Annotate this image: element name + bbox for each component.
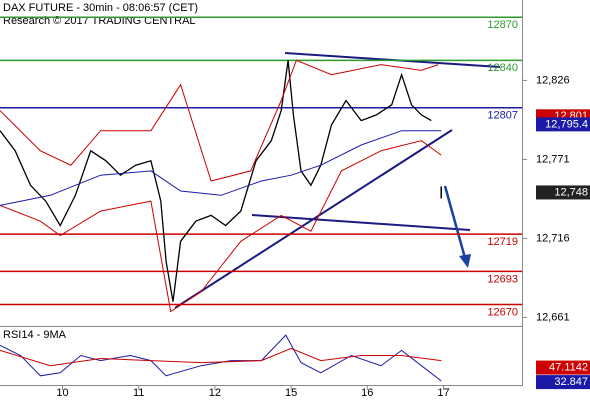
- price-line: [0, 60, 432, 302]
- value-box-label: 12,748: [554, 186, 588, 198]
- indicator-line: [0, 130, 442, 206]
- indicator-line: [0, 140, 442, 313]
- x-tick-label: 16: [361, 387, 373, 399]
- y-tick-label: 12,661: [536, 311, 570, 323]
- value-box-label: 32.847: [554, 376, 588, 388]
- level-label: 12840: [487, 62, 518, 74]
- y-tick-label: 12,716: [536, 232, 570, 244]
- y-tick-label: 12,826: [536, 74, 570, 86]
- level-label: 12870: [487, 19, 518, 31]
- x-tick-label: 11: [133, 387, 144, 399]
- indicator-line: [0, 59, 439, 182]
- x-tick-label: 12: [209, 387, 221, 399]
- level-label: 12807: [487, 110, 518, 122]
- x-tick-label: 15: [285, 387, 297, 399]
- level-label: 12693: [487, 273, 518, 285]
- y-tick-label: 12,771: [536, 153, 570, 165]
- rsi-line: [0, 334, 442, 382]
- forecast-arrow: [443, 185, 467, 259]
- rsi-line: [0, 347, 442, 367]
- rsi-title: RSI14 - 9MA: [3, 329, 67, 341]
- value-box-label: 47.1142: [549, 361, 588, 373]
- value-box-label: 12,795.4: [545, 118, 588, 130]
- trend-line: [251, 214, 471, 231]
- value-box: [536, 185, 590, 200]
- value-box: [536, 375, 590, 390]
- arrow-head: [459, 254, 471, 268]
- level-label: 12670: [487, 306, 518, 318]
- value-box: [536, 360, 590, 375]
- value-box: [536, 117, 590, 132]
- level-label: 12719: [487, 236, 518, 248]
- chart-title: DAX FUTURE - 30min - 08:06:57 (CET): [3, 2, 198, 14]
- x-tick-label: 17: [437, 387, 449, 399]
- x-tick-label: 10: [56, 387, 68, 399]
